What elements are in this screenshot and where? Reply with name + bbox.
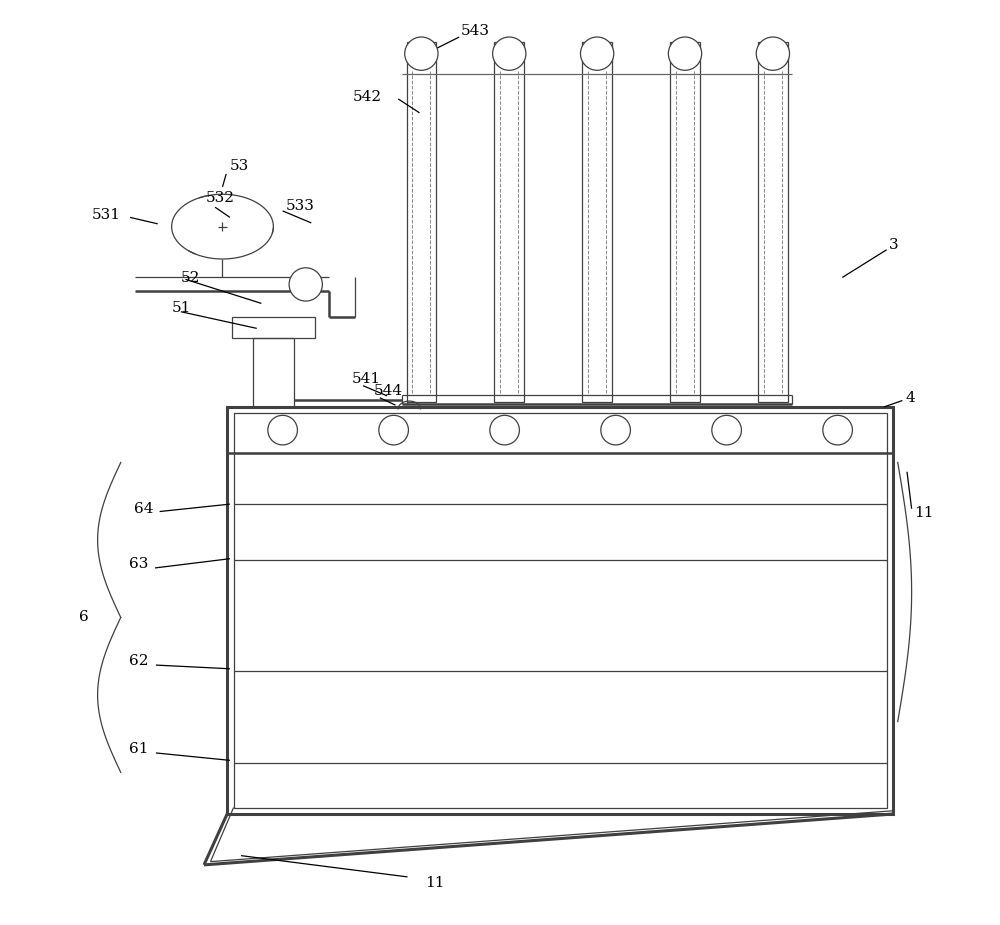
Circle shape [712, 415, 741, 445]
Circle shape [756, 37, 790, 70]
Text: 61: 61 [129, 742, 148, 757]
Text: 64: 64 [134, 501, 153, 516]
Text: 6: 6 [79, 610, 88, 624]
Text: 531: 531 [92, 207, 121, 222]
Circle shape [668, 37, 702, 70]
Circle shape [490, 415, 519, 445]
Text: 544: 544 [373, 384, 402, 399]
Bar [232, 317, 315, 338]
Text: 4: 4 [905, 390, 915, 405]
Circle shape [268, 415, 297, 445]
Bar [253, 338, 294, 407]
Bar [758, 42, 788, 402]
Bar [234, 413, 887, 808]
Text: 11: 11 [426, 876, 445, 891]
Text: 62: 62 [129, 654, 148, 669]
Circle shape [379, 415, 408, 445]
Bar [582, 42, 612, 402]
Text: 532: 532 [206, 191, 235, 205]
Bar [494, 42, 524, 402]
Text: 52: 52 [181, 270, 200, 285]
Text: 542: 542 [352, 90, 382, 105]
Text: 63: 63 [129, 557, 148, 572]
Bar [670, 42, 700, 402]
Text: 53: 53 [230, 159, 249, 174]
Bar [227, 407, 893, 814]
Text: 541: 541 [352, 372, 381, 387]
Text: 11: 11 [914, 506, 934, 521]
Text: 51: 51 [172, 301, 191, 315]
Circle shape [493, 37, 526, 70]
Text: 533: 533 [285, 199, 314, 214]
Text: 3: 3 [889, 238, 898, 253]
Circle shape [289, 268, 322, 302]
Circle shape [405, 37, 438, 70]
Circle shape [823, 415, 852, 445]
Text: 543: 543 [461, 23, 490, 38]
Circle shape [580, 37, 614, 70]
Circle shape [601, 415, 630, 445]
Bar [407, 42, 436, 402]
